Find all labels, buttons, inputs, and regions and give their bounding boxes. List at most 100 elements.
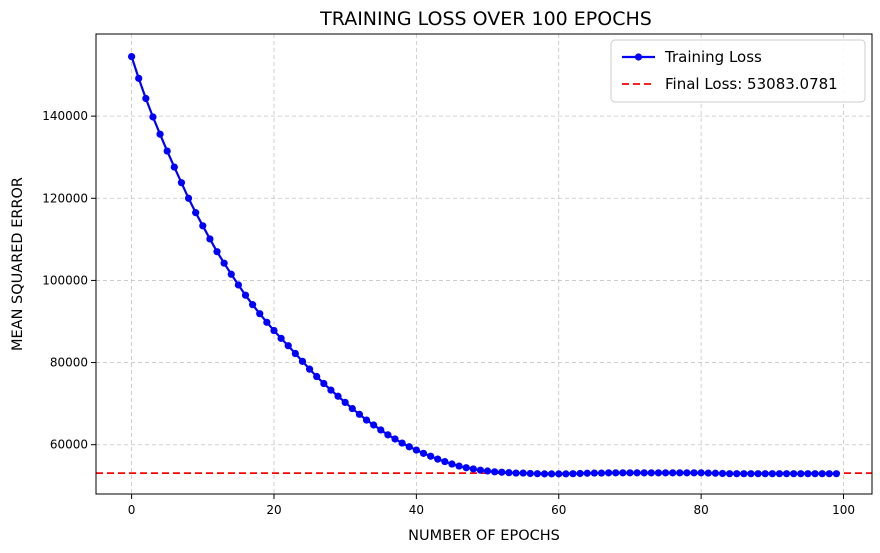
x-tick-label: 40 (409, 503, 424, 517)
training-loss-point (377, 426, 385, 434)
training-loss-point (761, 470, 769, 478)
y-tick-label: 120000 (42, 191, 88, 205)
legend-training-loss-marker (634, 53, 643, 61)
training-loss-point (427, 452, 435, 460)
training-loss-point (313, 372, 321, 381)
y-tick-label: 100000 (42, 273, 88, 287)
training-loss-point (298, 357, 307, 365)
training-loss-point (483, 467, 492, 475)
legend-training-loss-label: Training Loss (664, 48, 762, 66)
training-loss-point (797, 470, 805, 478)
x-tick-label: 20 (266, 503, 281, 517)
training-loss-point (569, 470, 577, 478)
training-loss-point (163, 147, 171, 155)
training-loss-point (726, 470, 734, 478)
training-loss-point (597, 469, 606, 477)
y-axis-label: MEAN SQUARED ERROR (10, 177, 26, 351)
training-loss-point (362, 416, 371, 424)
x-axis-ticks: 0 20 40 60 80 100 (128, 494, 855, 517)
training-loss-point (305, 365, 314, 373)
training-loss-point (647, 469, 655, 477)
training-loss-point (747, 470, 755, 478)
training-loss-point (640, 469, 648, 477)
training-loss-point (676, 469, 684, 477)
training-loss-point (612, 469, 620, 477)
training-loss-point (234, 281, 242, 289)
training-loss-point (790, 470, 798, 478)
training-loss-point (241, 291, 250, 299)
training-loss-point (512, 469, 520, 477)
training-loss-point (540, 470, 549, 478)
grid-lines (96, 34, 872, 494)
training-loss-point (320, 379, 328, 388)
x-tick-label: 60 (551, 503, 566, 517)
training-loss-point (277, 334, 285, 342)
y-tick-label: 80000 (50, 356, 88, 370)
training-loss-point (199, 222, 207, 230)
chart-title: TRAINING LOSS OVER 100 EPOCHS (319, 8, 652, 30)
training-loss-point (142, 94, 150, 103)
training-loss-point (469, 465, 477, 473)
training-loss-point (683, 469, 691, 477)
training-loss-point (825, 470, 833, 478)
training-loss-point (654, 469, 663, 477)
training-loss-point (412, 446, 420, 454)
training-loss-point (519, 469, 527, 477)
training-loss-point (327, 386, 335, 394)
training-loss-point (384, 431, 392, 439)
training-loss-point (455, 462, 463, 470)
training-loss-point (227, 270, 235, 278)
training-loss-point (462, 464, 470, 472)
training-loss-point (149, 113, 157, 121)
training-loss-point (576, 469, 584, 478)
training-loss-point (334, 392, 342, 400)
training-loss-point (526, 469, 534, 478)
training-loss-point (177, 179, 186, 187)
training-loss-point (583, 469, 591, 477)
training-loss-point (704, 469, 712, 477)
legend: Training Loss Final Loss: 53083.0781 (610, 39, 866, 103)
training-loss-point (355, 410, 364, 418)
training-loss-point (398, 439, 406, 447)
training-loss-point (448, 460, 456, 468)
training-loss-point (419, 449, 428, 457)
training-loss-point (291, 349, 299, 358)
training-loss-point (604, 469, 613, 477)
training-loss-point (533, 470, 541, 478)
training-loss-point (405, 443, 413, 451)
training-loss-point (505, 469, 513, 477)
training-loss-point (391, 435, 399, 443)
x-axis-label: NUMBER OF EPOCHS (408, 528, 560, 544)
x-tick-label: 100 (832, 503, 855, 517)
training-loss-point (811, 470, 819, 478)
training-loss-point (434, 455, 442, 463)
training-loss-point (498, 468, 506, 476)
training-loss-point (690, 469, 698, 477)
training-loss-point (156, 130, 164, 138)
training-loss-point (284, 342, 292, 350)
training-loss-point (206, 235, 214, 243)
training-loss-point (184, 194, 193, 202)
x-tick-label: 0 (128, 503, 136, 517)
training-loss-point (740, 470, 748, 478)
training-loss-point (782, 470, 791, 478)
training-loss-point (669, 469, 677, 477)
training-loss-point (476, 466, 485, 474)
training-loss-point (263, 318, 271, 326)
training-loss-point (697, 469, 705, 477)
training-loss-point (348, 404, 356, 413)
training-loss-point (220, 259, 228, 267)
training-loss-point (733, 470, 741, 478)
training-loss-point (170, 163, 178, 171)
training-loss-point (127, 52, 136, 61)
training-loss-point (270, 326, 278, 335)
training-loss-point (619, 469, 627, 477)
training-loss-line (130, 56, 837, 475)
training-loss-point (626, 469, 634, 477)
training-loss-point (192, 209, 200, 217)
training-loss-point (775, 470, 784, 478)
training-loss-point (370, 421, 378, 429)
training-loss-point (768, 470, 776, 478)
training-loss-point (441, 457, 449, 466)
